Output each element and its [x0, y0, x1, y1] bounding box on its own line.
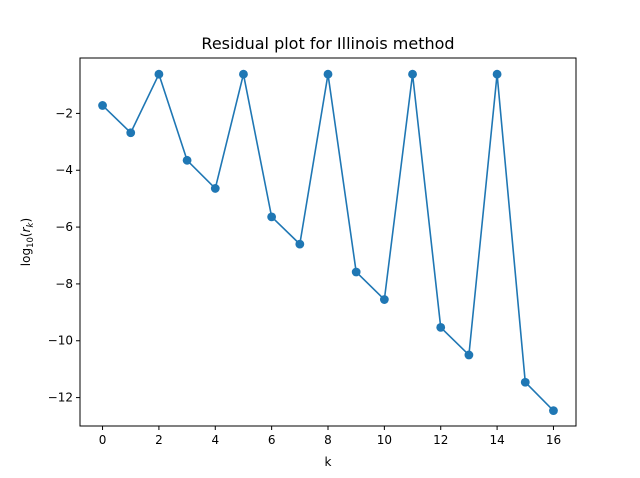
y-tick-label: −12 [48, 391, 73, 405]
x-tick-label: 14 [489, 433, 504, 447]
y-axis-label-prefix: log [19, 248, 33, 266]
x-tick-label: 10 [377, 433, 392, 447]
chart-title: Residual plot for Illinois method [201, 34, 454, 53]
y-axis-label-log-base: 10 [26, 237, 36, 248]
y-axis-ticks: −2 −4 −6 −8 −10 −12 [48, 106, 80, 405]
x-tick-label: 6 [268, 433, 276, 447]
x-tick-label: 8 [324, 433, 332, 447]
y-axis-label-close-paren: ) [19, 218, 33, 223]
data-point [154, 69, 164, 79]
y-axis-label: log10(rk) [19, 218, 36, 266]
y-tick-label: −2 [55, 106, 73, 120]
data-point [239, 69, 248, 79]
data-point [436, 322, 446, 332]
x-tick-label: 16 [546, 433, 561, 447]
data-point [549, 406, 558, 416]
data-point [464, 350, 474, 360]
x-tick-label: 4 [211, 433, 219, 447]
data-point [492, 69, 502, 79]
data-point [351, 267, 361, 277]
data-point [210, 184, 220, 193]
y-tick-label: −6 [55, 220, 73, 234]
x-tick-label: 12 [433, 433, 448, 447]
data-point [126, 128, 136, 138]
data-point [267, 212, 277, 222]
data-point [295, 239, 305, 249]
y-axis-label-variable-subscript: k [26, 221, 36, 227]
y-tick-label: −8 [55, 277, 73, 291]
x-tick-label: 0 [99, 433, 107, 447]
data-point [408, 69, 417, 79]
data-point [520, 377, 530, 387]
x-axis-ticks: 0 2 4 6 8 10 12 14 16 [99, 426, 561, 447]
y-axis-label-variable: r [19, 226, 33, 232]
data-point [182, 155, 192, 165]
y-tick-label: −4 [55, 163, 73, 177]
series-layer [98, 69, 558, 416]
data-point [98, 101, 107, 110]
y-tick-label: −10 [48, 334, 73, 348]
x-tick-label: 2 [155, 433, 163, 447]
x-axis-label: k [325, 455, 332, 469]
data-point [379, 295, 389, 304]
data-point [323, 69, 333, 79]
y-axis-label-open-paren: ( [19, 232, 33, 237]
plot-area-frame [79, 57, 577, 427]
